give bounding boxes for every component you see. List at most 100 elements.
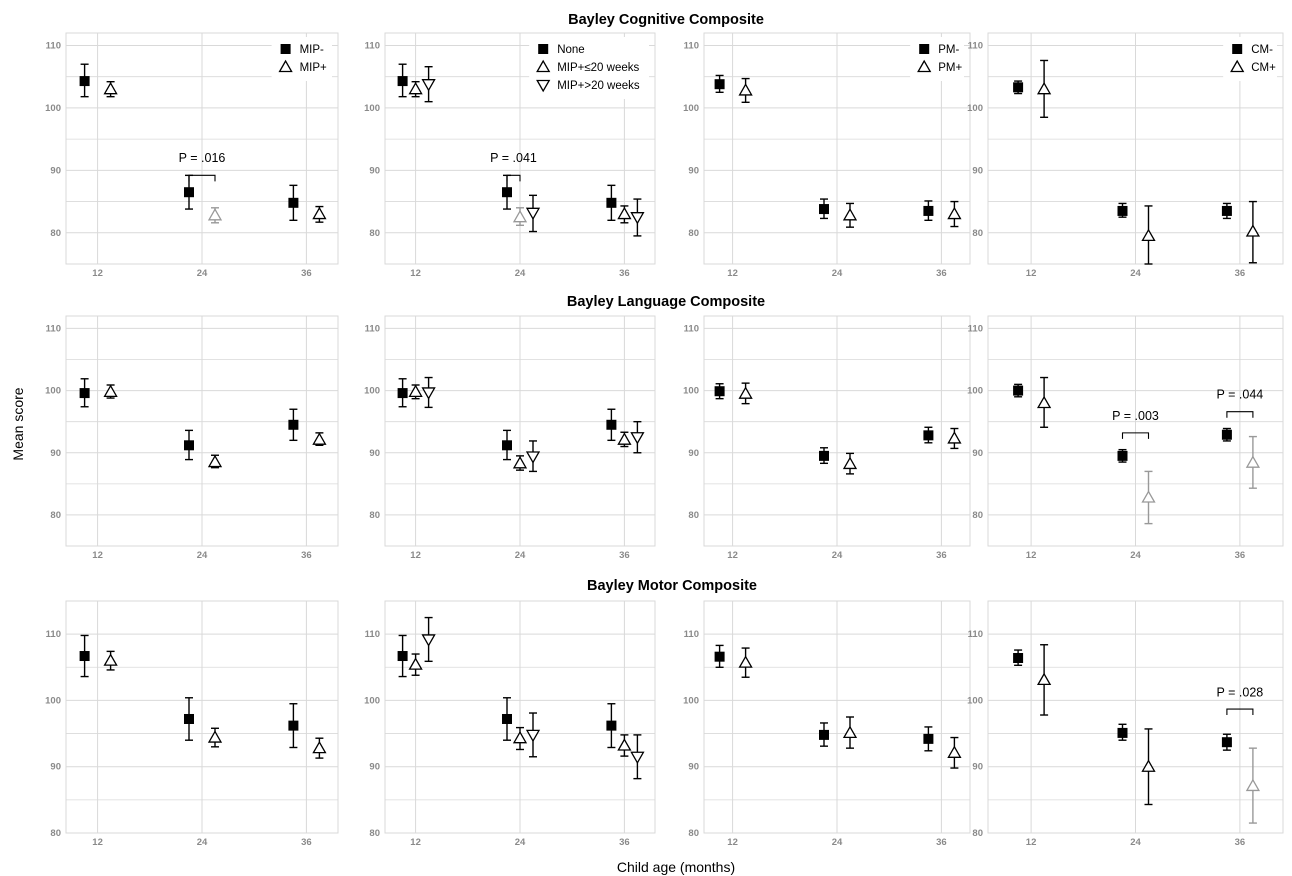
y-tick-label: 110 — [365, 629, 380, 640]
row-title-language: Bayley Language Composite — [567, 294, 765, 310]
y-tick-label: 100 — [364, 103, 380, 114]
y-tick-label: 110 — [968, 323, 983, 334]
data-point-triangle-up — [408, 81, 423, 95]
panel-2-0: 12 24 36 80 90 100 110 — [45, 600, 339, 848]
p-value-label: P = .044 — [1217, 388, 1264, 402]
y-tick-label: 90 — [972, 448, 983, 459]
y-tick-label: 110 — [365, 323, 380, 334]
x-axis-title: Child age (months) — [617, 859, 735, 875]
legend-label: MIP+ — [300, 62, 327, 74]
x-tick-label: 12 — [727, 268, 738, 279]
legend-label: MIP- — [300, 44, 324, 56]
x-tick-label: 36 — [936, 837, 947, 848]
legend-label: PM- — [938, 44, 959, 56]
x-tick-label: 36 — [619, 550, 630, 561]
significance-bracket — [1121, 432, 1150, 439]
y-tick-label: 90 — [50, 448, 61, 459]
data-point-triangle-up — [842, 725, 858, 739]
data-point-triangle-up — [1245, 778, 1261, 792]
data-point-square — [184, 713, 194, 724]
x-tick-label: 24 — [197, 837, 208, 848]
y-tick-label: 100 — [364, 695, 380, 706]
y-tick-label: 90 — [369, 762, 380, 773]
x-tick-label: 24 — [1130, 837, 1141, 848]
data-point-triangle-down — [630, 751, 645, 765]
data-point-triangle-up — [512, 730, 528, 744]
data-point-square — [1117, 205, 1128, 216]
data-point-triangle-up — [842, 207, 858, 221]
x-tick-label: 24 — [197, 550, 208, 561]
data-point-square — [606, 197, 617, 208]
data-point-square — [397, 651, 408, 662]
panel-0-0: 12 24 36 80 90 100 110 P = .016 MIP- MIP+ — [45, 32, 339, 279]
data-point-square — [502, 440, 512, 451]
data-point-triangle-up — [312, 432, 327, 445]
data-point-square — [714, 79, 725, 90]
data-point-square — [79, 76, 90, 87]
x-tick-label: 36 — [1235, 837, 1246, 848]
p-value-label: P = .003 — [1112, 409, 1159, 423]
data-point-triangle-up — [512, 456, 528, 469]
data-point-triangle-up — [1141, 759, 1156, 772]
x-tick-label: 12 — [410, 268, 421, 279]
x-tick-label: 36 — [936, 550, 947, 561]
data-point-triangle-up — [1141, 228, 1156, 242]
data-point-triangle-up — [1036, 81, 1052, 95]
data-point-square — [288, 197, 299, 208]
y-tick-label: 110 — [46, 40, 61, 51]
data-point-square — [606, 720, 617, 731]
x-tick-label: 12 — [727, 837, 738, 848]
panel-2-3: 12 24 36 80 90 100 110 P = .028 — [967, 600, 1284, 848]
y-tick-label: 80 — [688, 510, 699, 521]
y-tick-label: 110 — [46, 323, 61, 334]
y-tick-label: 110 — [684, 40, 699, 51]
panels-group: 12 24 36 80 90 100 110 P = .016 MIP- MIP+ 12 24 36 80… — [45, 32, 1284, 848]
x-tick-label: 36 — [301, 837, 312, 848]
data-point-square — [1013, 653, 1024, 664]
x-tick-label: 24 — [832, 268, 843, 279]
x-tick-label: 12 — [92, 550, 103, 561]
data-point-square — [1117, 450, 1128, 461]
legend-marker-triangle-up — [917, 59, 932, 73]
panel-1-1: 12 24 36 80 90 100 110 — [364, 315, 656, 561]
data-point-triangle-up — [103, 653, 118, 666]
y-tick-label: 80 — [972, 510, 983, 521]
x-tick-label: 36 — [301, 268, 312, 279]
significance-bracket — [1226, 411, 1254, 418]
x-tick-label: 24 — [1130, 268, 1141, 279]
y-tick-label: 100 — [364, 386, 380, 397]
data-point-triangle-up — [738, 386, 753, 399]
data-point-square — [397, 76, 408, 87]
y-tick-label: 90 — [688, 762, 699, 773]
y-tick-label: 80 — [369, 510, 380, 521]
panel-2-2: 12 24 36 80 90 100 110 — [683, 600, 971, 848]
panel-0-2: 12 24 36 80 90 100 110 PM- PM+ — [683, 32, 971, 279]
data-point-triangle-up — [312, 206, 327, 220]
p-value-label: P = .028 — [1217, 685, 1264, 699]
y-tick-label: 110 — [968, 40, 983, 51]
y-tick-label: 90 — [972, 165, 983, 176]
y-tick-label: 90 — [972, 762, 983, 773]
panel-0-1: 12 24 36 80 90 100 110 P = .041 None MIP+≤20 week… — [364, 32, 656, 279]
data-point-triangle-up — [103, 384, 118, 397]
legend-label: None — [557, 44, 585, 56]
p-value-label: P = .016 — [179, 151, 226, 165]
y-tick-label: 90 — [688, 165, 699, 176]
data-point-square — [923, 430, 934, 441]
data-point-triangle-down — [525, 729, 541, 743]
data-point-triangle-up — [512, 209, 528, 223]
data-point-triangle-up — [738, 83, 753, 96]
legend-box — [1223, 37, 1277, 81]
y-tick-label: 100 — [45, 103, 61, 114]
data-point-square — [1117, 727, 1128, 738]
data-point-triangle-down — [421, 634, 436, 647]
significance-bracket — [1226, 708, 1254, 716]
data-point-triangle-down — [421, 387, 436, 400]
data-point-square — [1013, 82, 1024, 93]
y-tick-label: 100 — [45, 386, 61, 397]
data-point-square — [79, 651, 90, 662]
data-point-square — [1221, 429, 1232, 440]
x-tick-label: 24 — [515, 550, 526, 561]
y-tick-label: 100 — [683, 695, 699, 706]
